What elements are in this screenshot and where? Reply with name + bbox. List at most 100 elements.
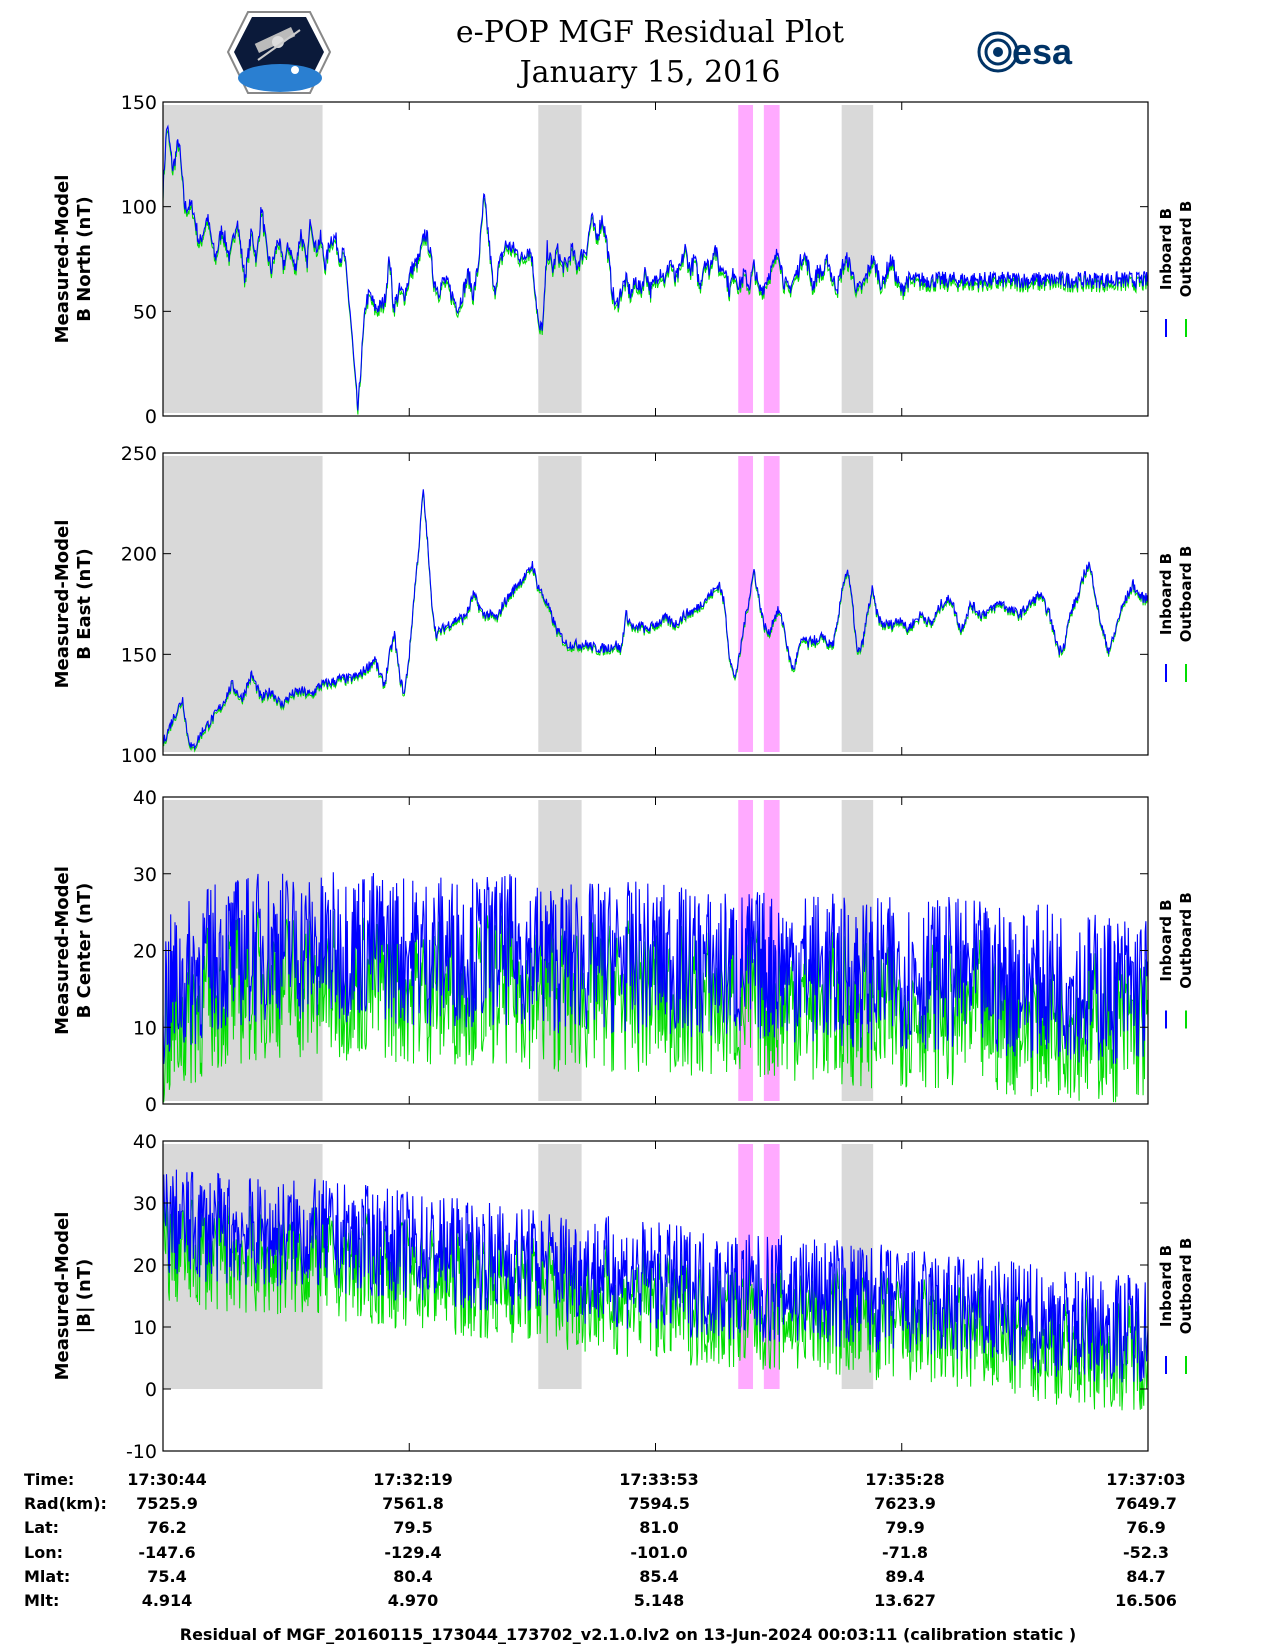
pink-band — [763, 456, 780, 752]
y-tick-label: 50 — [133, 301, 157, 323]
legend-outboard-label: Outboard B — [1177, 201, 1195, 298]
eph-value: 85.4 — [639, 1567, 678, 1586]
y-tick-label: 250 — [121, 443, 157, 465]
y-tick-label: 150 — [121, 92, 157, 114]
ephemeris-column-5: 17:37:03 7649.7 76.9 -52.3 84.7 16.506 — [1106, 1470, 1186, 1610]
y-tick-label: 0 — [145, 406, 157, 428]
eph-value: 7525.9 — [136, 1494, 198, 1513]
eph-value: 17:35:28 — [865, 1470, 945, 1489]
y-tick-label: 40 — [133, 1131, 157, 1153]
y-tick-label: 20 — [133, 941, 157, 963]
y-axis-label: Measured-Model|B| (nT) — [52, 1212, 95, 1381]
eph-value: -147.6 — [138, 1543, 195, 1562]
eph-value: 17:32:19 — [373, 1470, 453, 1489]
eph-label-rad: Rad(km): — [24, 1494, 107, 1513]
inboard-series-line — [163, 1169, 1148, 1383]
panel-b-magnitude: -10 0 10 20 30 40 Measured-Model|B| (nT) Inboar… — [52, 1131, 1195, 1463]
y-axis-label-line1: Measured-Model — [52, 175, 73, 344]
y-tick-label: 0 — [145, 1379, 157, 1401]
eph-label-lon: Lon: — [24, 1543, 63, 1562]
plot-area — [163, 453, 1148, 755]
legend-inboard-label: Inboard B — [1157, 553, 1175, 635]
eph-value: 7649.7 — [1115, 1494, 1177, 1513]
y-tick-label: 0 — [145, 1094, 157, 1116]
y-tick-label: 100 — [121, 197, 157, 219]
legend: Inboard B Outboard B — [1157, 546, 1195, 682]
y-tick-label: 40 — [133, 787, 157, 809]
eph-value: -71.8 — [882, 1543, 928, 1562]
y-axis-label-line1: Measured-Model — [52, 1212, 73, 1381]
eph-label-time: Time: — [24, 1470, 74, 1489]
eph-value: 75.4 — [147, 1567, 186, 1586]
eph-value: 17:30:44 — [127, 1470, 207, 1489]
eph-value: 7594.5 — [628, 1494, 690, 1513]
eph-value: 89.4 — [885, 1567, 924, 1586]
y-tick-label: 20 — [133, 1255, 157, 1277]
cassiope-logo — [226, 11, 332, 94]
eph-value: 16.506 — [1115, 1591, 1177, 1610]
y-axis-label: Measured-ModelB Center (nT) — [52, 866, 95, 1035]
eph-label-mlat: Mlat: — [24, 1567, 70, 1586]
panel-b-north: 0 50 100 150 Measured-ModelB North (nT) Inboa… — [52, 92, 1195, 428]
legend-outboard-label: Outboard B — [1177, 1238, 1195, 1335]
ephemeris-column-2: 17:32:19 7561.8 79.5 -129.4 80.4 4.970 — [373, 1470, 453, 1610]
legend-inboard-label: Inboard B — [1157, 208, 1175, 290]
eph-value: 80.4 — [393, 1567, 432, 1586]
y-axis-label-line2: |B| (nT) — [74, 1259, 95, 1334]
y-tick-label: 150 — [121, 644, 157, 666]
y-axis-label-line1: Measured-Model — [52, 520, 73, 689]
y-tick-label: 10 — [133, 1317, 157, 1339]
y-tick-label: -10 — [126, 1441, 157, 1463]
y-tick-label: 10 — [133, 1017, 157, 1039]
legend-outboard-label: Outboard B — [1177, 892, 1195, 989]
header: e-POP MGF Residual Plot January 15, 2016… — [226, 11, 1073, 94]
inboard-series-line — [163, 872, 1148, 1064]
ephemeris-column-3: 17:33:53 7594.5 81.0 -101.0 85.4 5.148 — [619, 1470, 699, 1610]
eph-label-mlt: Mlt: — [24, 1591, 59, 1610]
y-axis-label-line2: B East (nT) — [74, 548, 95, 660]
legend: Inboard B Outboard B — [1157, 201, 1195, 337]
legend: Inboard B Outboard B — [1157, 892, 1195, 1029]
eph-value: 13.627 — [874, 1591, 936, 1610]
y-axis-label-line2: B Center (nT) — [74, 883, 95, 1019]
eph-value: 7623.9 — [874, 1494, 936, 1513]
eph-value: 7561.8 — [382, 1494, 444, 1513]
title-line-1: e-POP MGF Residual Plot — [456, 15, 844, 50]
eph-value: 17:37:03 — [1106, 1470, 1186, 1489]
eph-value: 4.914 — [142, 1591, 193, 1610]
title-line-2: January 15, 2016 — [517, 55, 781, 90]
ephemeris-table: Time: Rad(km): Lat: Lon: Mlat: Mlt: 17:3… — [24, 1470, 1186, 1610]
panel-b-east: 100 150 200 250 Measured-ModelB East (nT) Inb… — [52, 443, 1195, 767]
y-tick-label: 200 — [121, 544, 157, 566]
pink-band — [738, 456, 754, 752]
pink-band — [763, 105, 780, 413]
eph-value: 79.9 — [885, 1518, 924, 1537]
eph-value: 84.7 — [1126, 1567, 1165, 1586]
eph-value: 79.5 — [393, 1518, 432, 1537]
ephemeris-row-labels: Time: Rad(km): Lat: Lon: Mlat: Mlt: — [24, 1470, 107, 1610]
pink-band — [738, 105, 754, 413]
inboard-series-line — [163, 124, 1148, 411]
eph-value: -101.0 — [630, 1543, 687, 1562]
ephemeris-column-4: 17:35:28 7623.9 79.9 -71.8 89.4 13.627 — [865, 1470, 945, 1610]
eph-value: 4.970 — [388, 1591, 439, 1610]
eph-value: 81.0 — [639, 1518, 678, 1537]
eph-value: 17:33:53 — [619, 1470, 699, 1489]
inboard-series-line — [163, 489, 1148, 751]
y-axis-label: Measured-ModelB East (nT) — [52, 520, 95, 689]
gray-band — [841, 456, 874, 752]
esa-logo-text: esa — [1012, 31, 1073, 72]
eph-value: 76.2 — [147, 1518, 186, 1537]
footer-caption: Residual of MGF_20160115_173044_173702_v… — [180, 1625, 1076, 1644]
eph-label-lat: Lat: — [24, 1518, 59, 1537]
eph-value: 5.148 — [634, 1591, 685, 1610]
eph-value: -129.4 — [384, 1543, 441, 1562]
legend-inboard-label: Inboard B — [1157, 1245, 1175, 1327]
esa-logo: esa — [977, 31, 1073, 73]
y-tick-label: 100 — [121, 745, 157, 767]
y-tick-label: 30 — [133, 1193, 157, 1215]
y-axis-label: Measured-ModelB North (nT) — [52, 175, 95, 344]
panel-b-center: 0 10 20 30 40 Measured-ModelB Center (nT) Inbo… — [52, 787, 1195, 1116]
gray-band — [163, 456, 323, 752]
